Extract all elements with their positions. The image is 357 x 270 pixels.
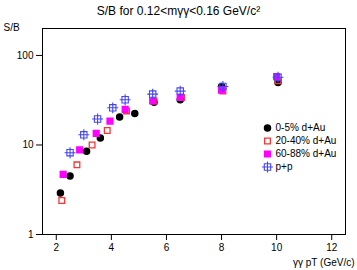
- svg-text:60-88% d+Au: 60-88% d+Au: [276, 148, 337, 159]
- svg-text:1: 1: [28, 229, 34, 240]
- svg-text:0-5% d+Au: 0-5% d+Au: [276, 122, 326, 133]
- svg-text:γγ pT (GeV/c): γγ pT (GeV/c): [293, 257, 355, 268]
- svg-text:20-40% d+Au: 20-40% d+Au: [276, 135, 337, 146]
- svg-text:100: 100: [17, 50, 34, 61]
- svg-text:10: 10: [271, 242, 283, 253]
- svg-text:p+p: p+p: [276, 161, 293, 172]
- svg-text:6: 6: [164, 242, 170, 253]
- svg-text:S/B: S/B: [4, 22, 20, 33]
- svg-text:8: 8: [219, 242, 225, 253]
- svg-text:12: 12: [326, 242, 338, 253]
- svg-text:10: 10: [22, 139, 34, 150]
- svg-text:2: 2: [53, 242, 59, 253]
- svg-text:4: 4: [109, 242, 115, 253]
- html-text:S/B for 0.12<mγγ<0.16 GeV/c²: S/B for 0.12<mγγ<0.16 GeV/c²: [96, 4, 261, 18]
